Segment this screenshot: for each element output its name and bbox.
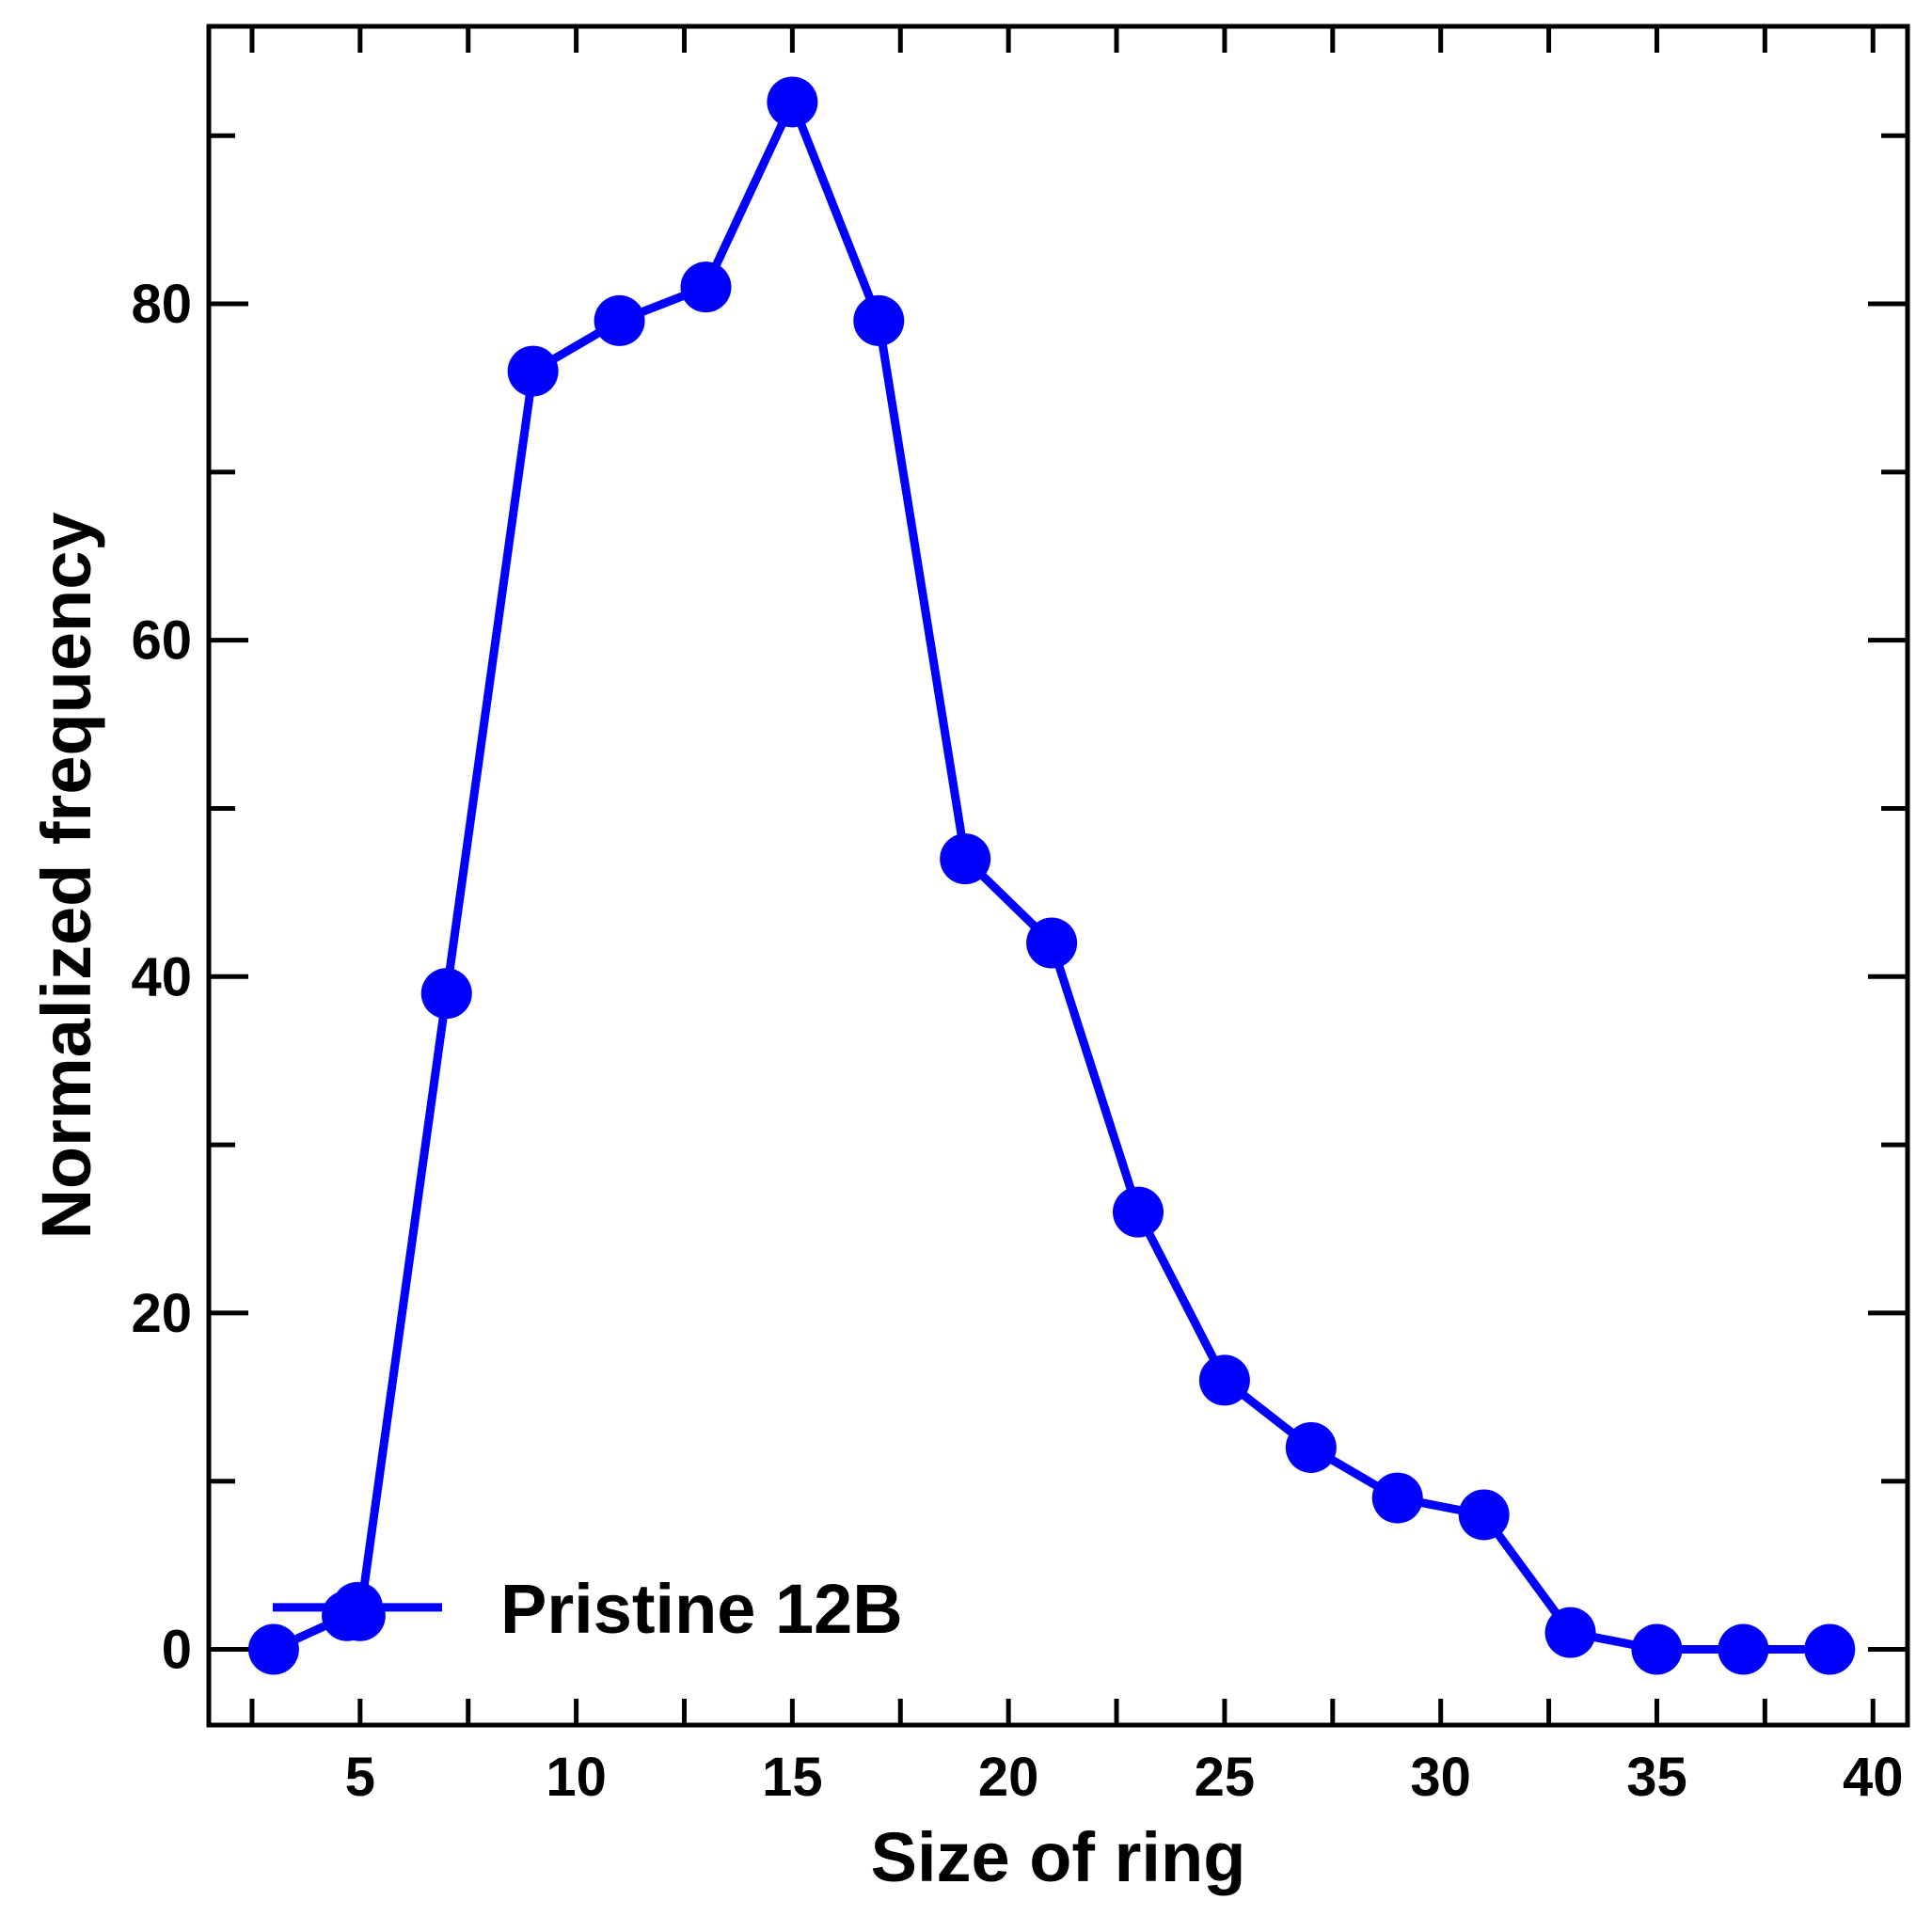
y-tick-label-60: 60 — [131, 610, 192, 672]
x-axis-title: Size of ring — [871, 1818, 1246, 1896]
plot-frame — [206, 24, 1910, 1728]
data-point — [1198, 1354, 1250, 1406]
y-axis-title: Normalized frequency — [27, 512, 105, 1239]
x-tick-label-35: 35 — [1626, 1747, 1687, 1808]
data-point — [767, 76, 818, 128]
legend: Pristine 12B — [273, 1570, 903, 1648]
y-tick-label-80: 80 — [131, 274, 192, 335]
data-point — [1113, 1186, 1164, 1238]
data-point — [247, 1623, 299, 1675]
series-layer — [247, 76, 1856, 1675]
data-point — [680, 261, 732, 313]
legend-marker — [332, 1581, 383, 1633]
x-tick-label-40: 40 — [1843, 1747, 1904, 1808]
legend-label-pristine-12b: Pristine 12B — [500, 1570, 903, 1648]
x-tick-label-20: 20 — [978, 1747, 1039, 1808]
data-point — [940, 833, 991, 885]
data-point — [853, 294, 905, 346]
data-point — [1718, 1623, 1769, 1675]
x-tick-label-30: 30 — [1410, 1747, 1471, 1808]
tick-labels-layer: 5 10 15 20 25 30 35 40 0 20 40 60 80 — [131, 274, 1903, 1808]
x-tick-label-15: 15 — [762, 1747, 823, 1808]
data-point — [594, 294, 645, 346]
y-tick-label-40: 40 — [131, 946, 192, 1007]
data-point — [1804, 1623, 1856, 1675]
data-point — [1026, 917, 1078, 969]
y-tick-label-0: 0 — [162, 1620, 192, 1681]
x-tick-label-5: 5 — [345, 1747, 375, 1808]
series-line-0 — [272, 91, 1830, 1654]
x-tick-label-25: 25 — [1195, 1747, 1256, 1808]
data-point — [1285, 1421, 1337, 1473]
data-point — [1371, 1472, 1423, 1524]
data-point — [507, 345, 559, 397]
data-point — [1458, 1489, 1510, 1541]
data-point — [420, 968, 472, 1020]
ticks-layer — [209, 26, 1908, 1725]
x-tick-label-10: 10 — [546, 1747, 607, 1808]
data-point — [1631, 1623, 1683, 1675]
y-tick-label-20: 20 — [131, 1283, 192, 1344]
data-point — [1544, 1607, 1596, 1658]
